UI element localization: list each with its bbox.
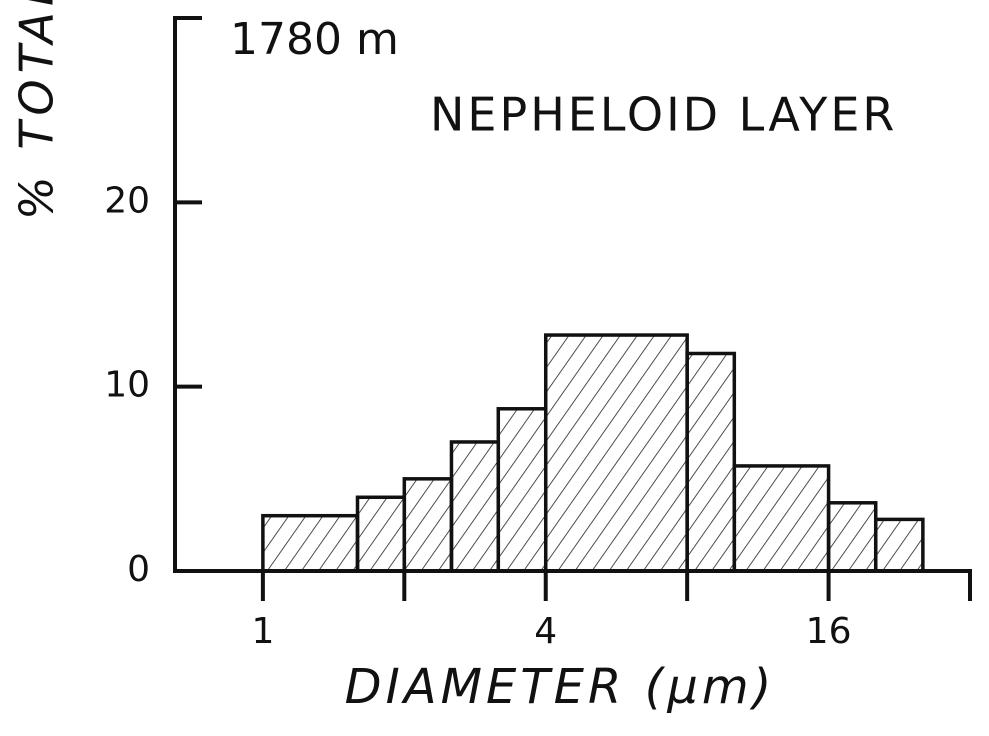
bar [402,477,454,573]
bar [261,513,360,573]
x-axis-label: DIAMETER (μm) [345,659,776,715]
bar [543,333,689,573]
x-tick-label: 4 [534,611,557,652]
bar [355,495,407,573]
bar [496,407,548,573]
y-tick-label: 0 [127,549,150,590]
x-tick-label: 16 [806,611,852,652]
bar [826,501,878,573]
axis [173,16,972,573]
annotation: NEPHELOID LAYER [430,88,897,142]
y-axis-label: % TOTAL [10,0,64,220]
annotation: 1780 m [230,14,399,65]
x-tick-label: 1 [251,611,274,652]
bar [685,351,737,573]
bar [873,517,925,573]
y-tick-label: 10 [104,365,150,406]
y-tick-label: 20 [104,180,150,221]
bar [732,464,831,573]
bar [449,440,501,573]
